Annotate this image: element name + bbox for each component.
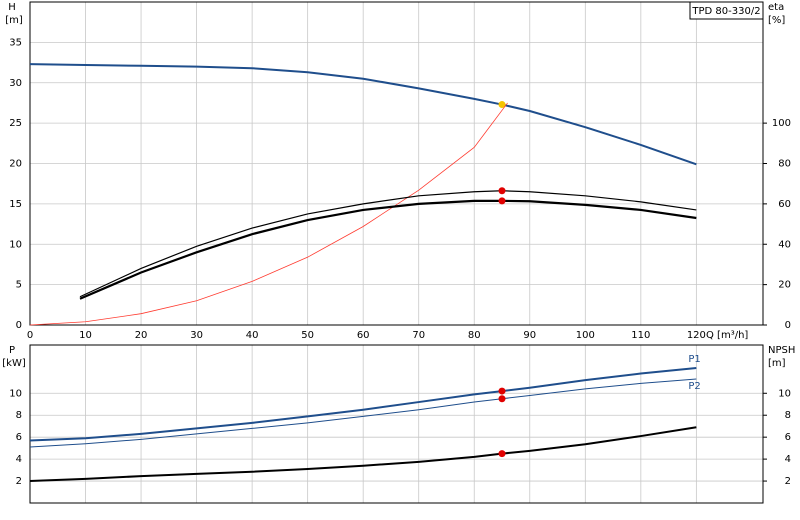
curve [29, 367, 697, 442]
x-tick-label: 80 [468, 330, 481, 341]
title-box [689, 1, 764, 20]
y-tick-label: 20 [9, 159, 22, 170]
y2-tick-label: 10 [778, 388, 791, 399]
chart-title: TPD 80-330/2 [691, 6, 760, 17]
x-tick-label: 110 [631, 330, 650, 341]
duty-point [498, 187, 506, 195]
x-tick-label: 40 [246, 330, 259, 341]
x-tick-label: 70 [412, 330, 425, 341]
y2-axis-unit: [m] [768, 358, 786, 369]
curve [79, 190, 697, 298]
duty-point [498, 395, 506, 403]
y2-tick-label: 6 [785, 432, 791, 443]
y2-tick-label: 20 [778, 280, 791, 291]
y2-tick-label: 80 [778, 159, 791, 170]
duty-point [498, 101, 506, 109]
y-tick-label: 25 [9, 118, 22, 129]
y2-axis-label: eta [768, 2, 784, 13]
curve [79, 199, 697, 300]
series-label: P2 [688, 381, 700, 392]
curve [29, 378, 697, 448]
curve [29, 426, 697, 483]
y2-tick-label: 100 [772, 118, 791, 129]
x-tick-label: 20 [135, 330, 148, 341]
x-axis-label: Q [m³/h] [706, 330, 748, 341]
x-tick-label: 120 [687, 330, 706, 341]
duty-point [498, 450, 506, 458]
series-label: P1 [688, 354, 700, 365]
x-tick-label: 100 [576, 330, 595, 341]
y-axis-label: P [9, 345, 15, 356]
y-tick-label: 2 [16, 476, 22, 487]
curve [29, 102, 508, 326]
y2-tick-label: 8 [785, 410, 791, 421]
y-tick-label: 0 [16, 320, 22, 331]
y-tick-label: 15 [9, 199, 22, 210]
y2-tick-label: 60 [778, 199, 791, 210]
y-tick-label: 10 [9, 388, 22, 399]
y-tick-label: 5 [16, 280, 22, 291]
y-tick-label: 30 [9, 78, 22, 89]
y2-tick-label: 4 [785, 454, 791, 465]
plot-frame [29, 1, 764, 326]
y2-tick-label: 2 [785, 476, 791, 487]
duty-point [498, 387, 506, 395]
y2-tick-label: 0 [785, 320, 791, 331]
x-tick-label: 90 [523, 330, 536, 341]
y-tick-label: 8 [16, 410, 22, 421]
x-tick-label: 60 [357, 330, 370, 341]
y2-axis-label: NPSH [768, 345, 795, 356]
x-tick-label: 30 [190, 330, 203, 341]
x-tick-label: 0 [27, 330, 33, 341]
y-tick-label: 4 [16, 454, 22, 465]
plot-frame [29, 344, 764, 504]
x-tick-label: 50 [301, 330, 314, 341]
curve [29, 63, 697, 166]
y-axis-label: H [8, 2, 16, 13]
y2-tick-label: 40 [778, 239, 791, 250]
y-axis-unit: [kW] [2, 358, 26, 369]
y-axis-unit: [m] [5, 15, 23, 26]
x-tick-label: 10 [79, 330, 92, 341]
y-tick-label: 35 [9, 37, 22, 48]
y2-axis-unit: [%] [768, 15, 785, 26]
y-tick-label: 6 [16, 432, 22, 443]
y-tick-label: 10 [9, 239, 22, 250]
duty-point [498, 197, 506, 205]
